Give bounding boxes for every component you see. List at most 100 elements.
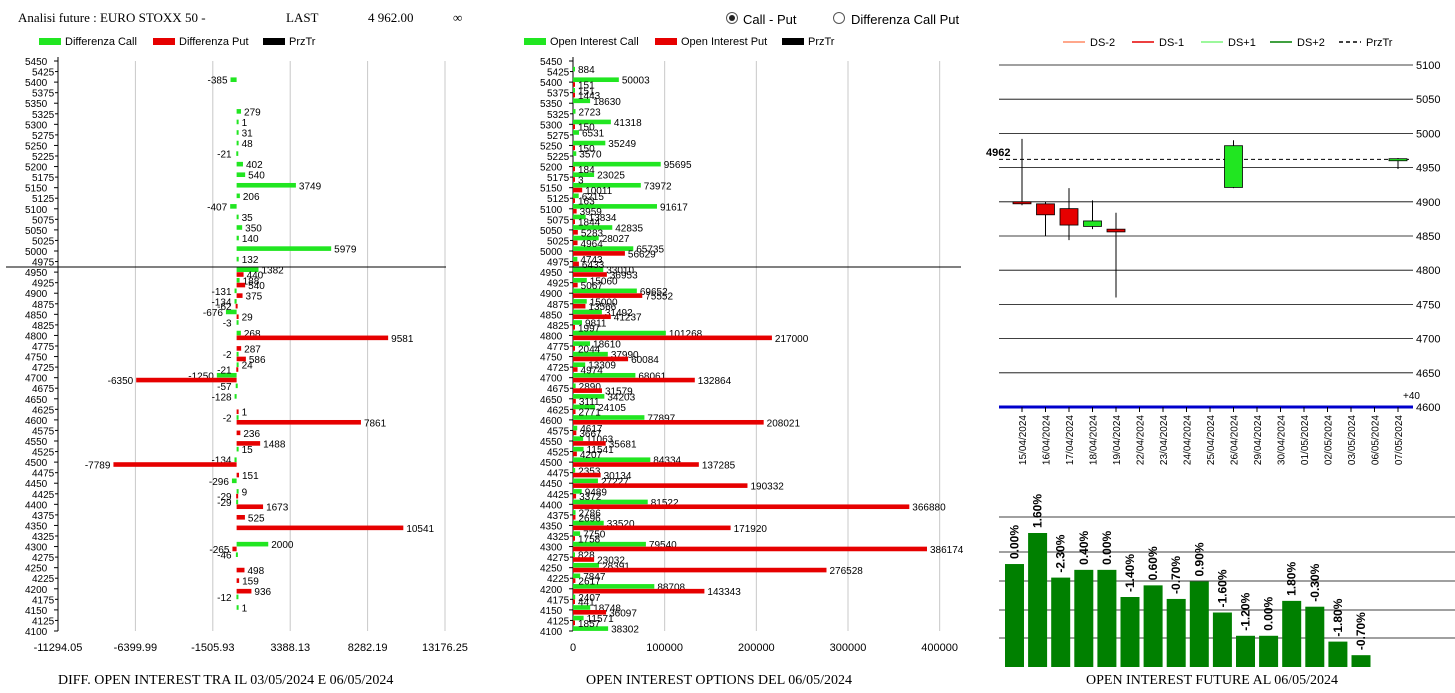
future-y-tick-5: 4850	[1416, 231, 1440, 243]
diff-call-value-35: -46	[217, 551, 232, 562]
oi-chart-caption: OPEN INTEREST OPTIONS DEL 06/05/2024	[586, 673, 852, 688]
oi-y-tick-10: 5200	[540, 163, 563, 174]
oi-call-value-1: 50003	[622, 76, 650, 87]
oi-y-tick-32: 4650	[540, 395, 563, 406]
diff-call-put-radio-label[interactable]: Differenza Call Put	[851, 12, 960, 27]
oi-call-bar-19	[573, 267, 604, 273]
oi-put-bar-24	[573, 377, 695, 383]
oi-put-bar-30	[573, 441, 606, 446]
future-candle-body-2	[1059, 208, 1079, 226]
oi-call-value-45: 79540	[649, 540, 677, 551]
oi-put-value-3: 150	[578, 144, 595, 155]
oi-put-value-38: 171920	[734, 524, 768, 535]
diff-put-bar-2	[236, 293, 243, 298]
oi-call-value-34: 4617	[580, 424, 603, 435]
diff-call-bar-17	[236, 277, 240, 283]
oi-future-bar-14	[1328, 641, 1348, 667]
oi-put-value-8: 3959	[580, 207, 603, 218]
diff-put-value-21: 498	[247, 566, 264, 577]
oi-future-bar-5	[1120, 597, 1140, 667]
oi-y-tick-11: 5175	[547, 173, 570, 184]
oi-put-bar-0	[573, 82, 575, 87]
diff-call-value-22: 268	[244, 329, 261, 340]
app-title: Analisi future : EURO STOXX 50 -	[18, 10, 206, 25]
oi-call-bar-40	[573, 489, 582, 494]
oi-call-value-26: 18610	[593, 340, 621, 351]
diff-call-value-21: -3	[223, 318, 232, 329]
diff-legend-label-0: Differenza Call	[65, 36, 137, 48]
oi-put-bar-45	[573, 599, 575, 605]
oi-put-value-13: 6433	[582, 260, 605, 271]
oi-y-tick-42: 4400	[540, 500, 563, 511]
oi-put-value-25: 31579	[605, 387, 633, 398]
diff-put-value-11: 7861	[364, 418, 387, 429]
oi-x-tick-2: 200000	[738, 642, 775, 654]
diff-put-bar-16	[236, 493, 239, 499]
oi-put-bar-23	[573, 367, 578, 372]
oi-call-bar-1	[573, 77, 619, 83]
diff-call-value-18: -131	[212, 287, 232, 298]
diff-y-tick-10: 5200	[25, 163, 48, 174]
oi-y-tick-15: 5075	[547, 215, 570, 226]
oi-call-bar-5	[573, 119, 611, 125]
future-y-tick-6: 4800	[1416, 265, 1440, 277]
diff-put-bar-4	[236, 314, 239, 320]
header-bar: Analisi future : EURO STOXX 50 - LAST 4 …	[0, 0, 1455, 30]
oi-y-tick-5: 5325	[547, 110, 570, 121]
future-x-tick-9: 26/04/2024	[1230, 415, 1241, 465]
oi-y-tick-39: 4475	[547, 469, 570, 480]
diff-call-bar-19	[234, 299, 237, 304]
diff-call-bar-23	[236, 351, 239, 357]
oi-call-value-53: 38302	[611, 625, 639, 636]
diff-y-tick-26: 4800	[25, 331, 48, 342]
diff-y-tick-47: 4275	[32, 553, 55, 564]
oi-put-bar-35	[573, 493, 577, 499]
oi-put-value-1: 1443	[578, 91, 601, 102]
diff-call-value-33: -29	[217, 498, 232, 509]
diff-call-value-10: -407	[207, 202, 227, 213]
oi-call-value-48: 7847	[583, 572, 606, 583]
oi-call-bar-20	[573, 277, 587, 283]
diff-call-value-27: -128	[212, 392, 232, 403]
oi-put-value-26: 3111	[579, 397, 600, 408]
diff-call-value-36: -12	[217, 593, 232, 604]
oi-future-bar-label-15: -0.70%	[1354, 612, 1368, 650]
oi-call-bar-27	[573, 351, 608, 357]
oi-put-bar-2	[573, 124, 575, 130]
call-put-radio[interactable]	[726, 12, 738, 24]
oi-put-bar-28	[573, 419, 764, 425]
diff-y-tick-35: 4575	[32, 426, 55, 437]
diff-put-bar-15	[236, 472, 240, 478]
diff-call-put-radio[interactable]	[833, 12, 845, 24]
diff-y-tick-8: 5250	[25, 141, 48, 152]
future-candle-body-6	[1388, 158, 1408, 162]
future-y-tick-3: 4950	[1416, 163, 1440, 175]
oi-put-bar-39	[573, 536, 575, 541]
diff-y-tick-50: 4200	[25, 585, 48, 596]
oi-call-bar-13	[573, 204, 657, 209]
diff-call-bar-14	[236, 246, 332, 251]
oi-call-value-7: 35249	[608, 139, 636, 150]
diff-put-bar-9	[136, 377, 237, 383]
oi-put-bar-6	[573, 187, 583, 193]
oi-call-value-3: 18630	[593, 97, 621, 108]
diff-call-bar-11	[236, 214, 239, 220]
call-put-radio-label[interactable]: Call - Put	[743, 12, 797, 27]
diff-call-value-26: -57	[217, 382, 232, 393]
oi-y-tick-21: 4925	[547, 279, 570, 290]
oi-call-bar-41	[573, 499, 648, 505]
diff-call-bar-22	[236, 330, 241, 336]
oi-call-value-51: 18748	[593, 603, 621, 614]
oi-put-value-46: 36097	[609, 608, 637, 619]
oi-y-tick-51: 4175	[547, 595, 570, 606]
oi-y-tick-29: 4725	[547, 363, 570, 374]
diff-put-value-6: 287	[244, 344, 261, 355]
oi-y-tick-25: 4825	[547, 321, 570, 332]
oi-put-bar-32	[573, 462, 699, 467]
diff-call-value-14: 5979	[334, 245, 357, 256]
oi-call-value-14: 13834	[589, 213, 617, 224]
oi-call-bar-35	[573, 436, 584, 441]
diff-call-value-3: 31	[242, 128, 254, 139]
diff-put-bar-23	[236, 588, 252, 594]
oi-put-value-16: 75552	[645, 292, 673, 303]
